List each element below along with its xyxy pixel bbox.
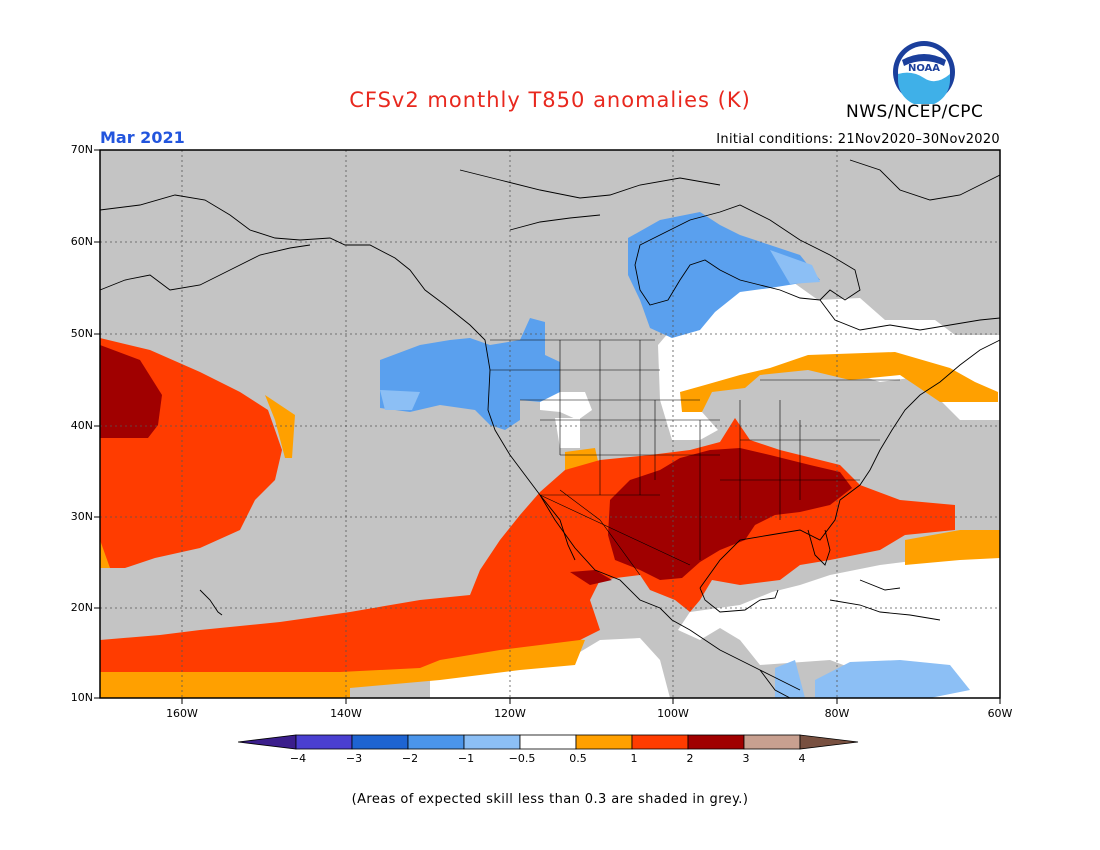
colorbar-label: 3 bbox=[742, 752, 750, 765]
anomaly-shading bbox=[100, 212, 1000, 698]
colorbar-swatch bbox=[407, 734, 465, 750]
graticule bbox=[100, 150, 1000, 698]
colorbar-swatch bbox=[463, 734, 521, 750]
colorbar-swatch bbox=[295, 734, 353, 750]
colorbar-max-arrow bbox=[799, 734, 859, 750]
lat-label: 30N bbox=[70, 510, 93, 523]
colorbar-label: −0.5 bbox=[508, 752, 536, 765]
colorbar-label: −2 bbox=[401, 752, 419, 765]
colorbar-label: −1 bbox=[457, 752, 475, 765]
lat-label: 10N bbox=[70, 691, 93, 704]
lat-label: 60N bbox=[70, 235, 93, 248]
colorbar-swatch bbox=[743, 734, 801, 750]
forecast-month: Mar 2021 bbox=[100, 128, 185, 147]
colorbar bbox=[238, 734, 859, 750]
lat-label: 40N bbox=[70, 419, 93, 432]
lat-label: 50N bbox=[70, 327, 93, 340]
colorbar-min-arrow bbox=[238, 734, 297, 750]
colorbar-label: −4 bbox=[289, 752, 307, 765]
colorbar-label: 0.5 bbox=[569, 752, 587, 765]
colorbar-swatch bbox=[687, 734, 745, 750]
colorbar-swatch bbox=[631, 734, 689, 750]
lon-label: 60W bbox=[987, 707, 1013, 720]
colorbar-swatch bbox=[351, 734, 409, 750]
lon-label: 100W bbox=[657, 707, 689, 720]
lon-label: 80W bbox=[824, 707, 850, 720]
lon-label: 120W bbox=[494, 707, 526, 720]
colorbar-swatch bbox=[575, 734, 633, 750]
footnote: (Areas of expected skill less than 0.3 a… bbox=[351, 792, 749, 807]
lon-label: 160W bbox=[166, 707, 198, 720]
lon-label: 140W bbox=[330, 707, 362, 720]
coastlines bbox=[99, 159, 1001, 699]
svg-text:NOAA: NOAA bbox=[908, 63, 940, 74]
initial-conditions: Initial conditions: 21Nov2020–30Nov2020 bbox=[716, 132, 1000, 147]
colorbar-swatch bbox=[519, 734, 577, 750]
state-borders bbox=[490, 339, 900, 576]
map-title: CFSv2 monthly T850 anomalies (K) bbox=[349, 88, 751, 112]
colorbar-label: 1 bbox=[630, 752, 638, 765]
axis-ticks bbox=[94, 149, 1001, 704]
agency-label: NWS/NCEP/CPC bbox=[846, 102, 984, 122]
colorbar-label: 4 bbox=[798, 752, 806, 765]
lat-label: 20N bbox=[70, 601, 93, 614]
colorbar-label: 2 bbox=[686, 752, 694, 765]
colorbar-label: −3 bbox=[345, 752, 363, 765]
lat-label: 70N bbox=[70, 143, 93, 156]
noaa-logo: NOAA bbox=[893, 41, 955, 104]
